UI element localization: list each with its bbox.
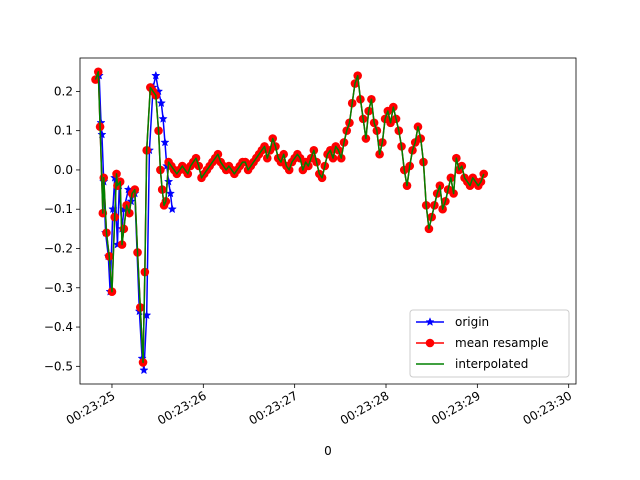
series-origin-point xyxy=(160,137,170,147)
legend-marker-mean-resample xyxy=(425,338,435,348)
y-tick-label: −0.2 xyxy=(44,241,73,255)
series-layer xyxy=(91,67,489,375)
series-mean-resample-point xyxy=(479,169,489,179)
series-origin-point xyxy=(151,70,161,80)
legend-marker-origin xyxy=(425,317,435,326)
legend-box xyxy=(409,309,570,378)
y-tick-label: −0.1 xyxy=(44,202,73,216)
legend: origin mean resample interpolated xyxy=(409,309,570,378)
series-origin-point xyxy=(139,365,149,375)
series-origin-point xyxy=(163,176,174,186)
series-origin-point xyxy=(156,98,166,108)
y-axis: 0.2 0.1 0.0 −0.1 −0.2 −0.3 −0.4 −0.5 xyxy=(44,84,80,373)
y-tick-label: −0.5 xyxy=(44,359,73,373)
series-mean-resample-point xyxy=(91,75,100,84)
series-origin-point xyxy=(165,188,176,198)
legend-label-origin: origin xyxy=(455,315,489,329)
y-tick-label: 0.1 xyxy=(54,124,73,138)
legend-label-mean-resample: mean resample xyxy=(455,336,549,350)
y-tick-label: 0.0 xyxy=(54,163,73,177)
series-origin-point xyxy=(167,204,177,214)
plot-frame xyxy=(79,57,577,385)
series-origin-point xyxy=(108,204,118,214)
series-interpolated-line xyxy=(94,71,485,364)
y-tick-label: −0.4 xyxy=(44,320,73,334)
y-tick-label: 0.2 xyxy=(54,84,73,98)
series-origin-point xyxy=(158,113,168,123)
x-axis-label: 0 xyxy=(324,444,332,458)
series-origin-point xyxy=(97,129,107,139)
y-tick-label: −0.3 xyxy=(44,281,73,295)
legend-label-interpolated: interpolated xyxy=(455,357,528,371)
